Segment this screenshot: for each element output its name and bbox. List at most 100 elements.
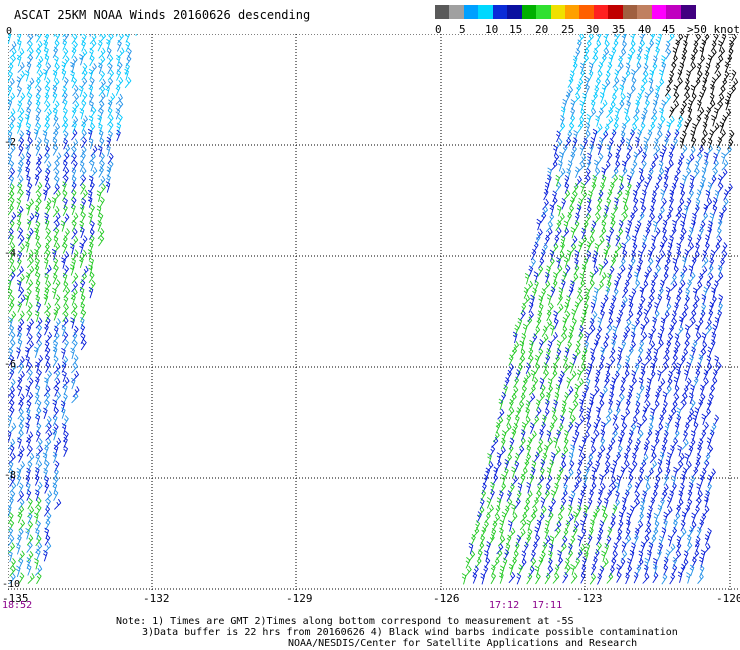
wind-barb (26, 557, 32, 569)
wind-barb (633, 197, 639, 209)
wind-barb (679, 316, 684, 328)
wind-barb (589, 573, 597, 585)
wind-barb (684, 167, 692, 179)
wind-barb (549, 535, 555, 548)
wind-barb (545, 474, 553, 486)
wind-barb (697, 398, 704, 411)
wind-barb (621, 242, 627, 255)
wind-barb (25, 528, 30, 540)
wind-barb (680, 482, 685, 495)
wind-barb (72, 354, 79, 366)
legend-swatch (651, 5, 667, 19)
wind-barb (80, 332, 86, 345)
wind-barb (651, 153, 659, 165)
wind-barb (650, 280, 656, 292)
wind-barb (644, 99, 650, 111)
wind-barb (581, 482, 588, 494)
wind-barb (72, 310, 78, 322)
wind-barb (671, 310, 677, 322)
wind-barb (606, 151, 613, 163)
wind-barb (700, 429, 707, 441)
wind-barb (667, 115, 675, 127)
wind-barb (80, 249, 87, 261)
wind-barb (71, 332, 78, 344)
wind-barb (645, 226, 651, 239)
wind-barb (697, 272, 704, 285)
wind-barb (650, 445, 656, 457)
wind-barb (63, 228, 70, 240)
wind-barb (35, 153, 43, 165)
wind-barb (596, 533, 602, 546)
note-line: Note: 1) Times are GMT 2)Times along bot… (116, 616, 574, 627)
wind-barb (33, 346, 39, 359)
wind-barb (34, 77, 41, 89)
wind-barb (648, 340, 656, 352)
wind-barb (560, 325, 568, 337)
wind-barb (623, 115, 631, 127)
wind-barb (25, 407, 31, 420)
wind-barb (597, 362, 604, 374)
wind-barb (80, 211, 86, 224)
wind-barb (17, 182, 23, 194)
wind-barb (35, 47, 42, 60)
wind-barb (71, 281, 78, 293)
wind-barb (44, 121, 50, 134)
wind-barb (8, 550, 13, 563)
wind-barb (604, 70, 611, 83)
wind-barb (673, 84, 679, 97)
wind-barb (683, 339, 690, 351)
wind-barb (52, 414, 58, 426)
wind-barb (26, 34, 34, 44)
wind-barb (710, 48, 717, 60)
wind-barb (652, 316, 657, 329)
wind-barb (577, 116, 585, 128)
wind-barb (675, 211, 682, 223)
wind-barb (701, 294, 707, 306)
wind-barb (27, 377, 34, 389)
wind-barb (650, 407, 655, 420)
wind-barb (610, 467, 615, 479)
wind-barb (71, 220, 77, 232)
wind-barb (18, 498, 25, 510)
wind-barb (648, 77, 654, 90)
wind-barb (616, 272, 622, 285)
wind-barb (16, 565, 21, 578)
wind-barb (511, 385, 519, 398)
wind-barb (640, 323, 646, 336)
wind-barb (519, 348, 526, 360)
wind-barb (528, 301, 534, 314)
wind-barb (70, 61, 75, 74)
wind-barb (578, 241, 583, 253)
wind-barb (18, 461, 26, 473)
wind-barb-map[interactable] (8, 34, 740, 590)
wind-barb (652, 182, 660, 194)
wind-barb (709, 429, 715, 441)
wind-barb (647, 422, 654, 435)
wind-barb (706, 482, 712, 495)
wind-barb (125, 34, 131, 43)
wind-barb (612, 414, 618, 426)
map-plot-area[interactable] (8, 34, 740, 590)
wind-barb (465, 557, 471, 569)
wind-barb (576, 204, 582, 216)
wind-barb (629, 505, 635, 517)
wind-barb (569, 370, 577, 382)
wind-barb (698, 91, 704, 103)
wind-barb (35, 197, 42, 209)
wind-barb (608, 226, 615, 239)
wind-barb (592, 429, 600, 442)
wind-barb (51, 248, 57, 261)
wind-barb (659, 497, 665, 510)
wind-barb (538, 391, 545, 403)
wind-barb (583, 302, 589, 314)
wind-barb (696, 526, 702, 539)
wind-barb (63, 430, 69, 443)
wind-barb (555, 474, 562, 486)
wind-barb (601, 130, 609, 142)
wind-barb (615, 490, 620, 503)
wind-barb (566, 386, 574, 398)
wind-barb (496, 416, 504, 428)
wind-barb (620, 414, 626, 427)
wind-barb (699, 181, 705, 194)
wind-barb (8, 505, 12, 517)
